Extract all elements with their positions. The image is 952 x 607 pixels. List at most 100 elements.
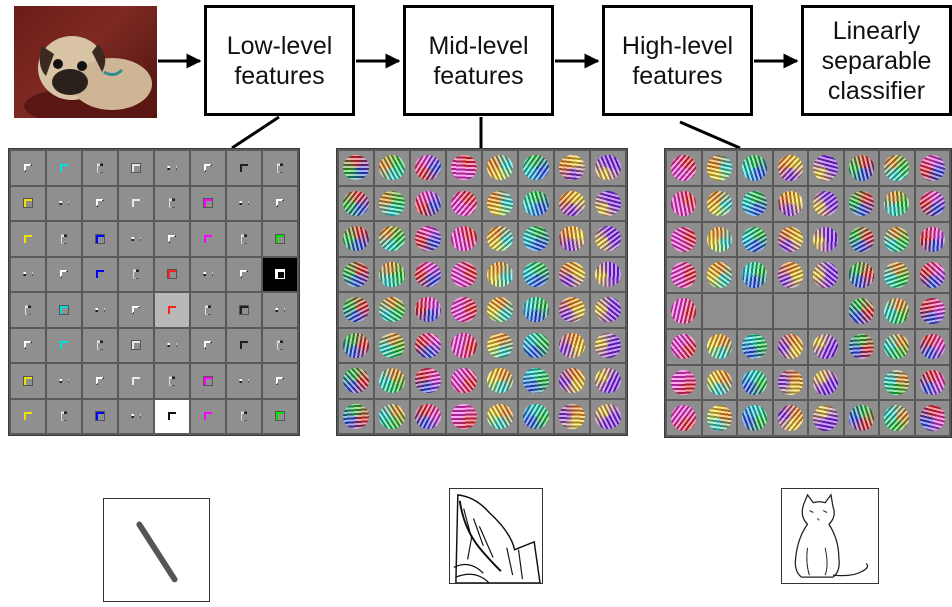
filter-mark (24, 234, 32, 243)
filter-blob (671, 155, 697, 181)
mid-level-filter (519, 328, 553, 362)
low-level-filter (227, 222, 261, 256)
filter-blob (884, 155, 910, 181)
high-level-filter (667, 258, 701, 292)
mid-level-filter (375, 186, 409, 220)
filter-stripes (343, 403, 369, 429)
filter-mark (60, 163, 68, 172)
high-level-filter (844, 294, 878, 328)
filter-blob (706, 190, 732, 217)
high-level-filter (773, 222, 807, 257)
low-level-filter (191, 328, 225, 362)
filter-blob (742, 333, 768, 360)
filter-stripes (706, 190, 732, 217)
low-level-filter (191, 186, 225, 220)
filter-blob (451, 190, 477, 216)
low-level-filter (83, 151, 117, 185)
filter-stripes (523, 403, 549, 429)
high-level-filter (809, 329, 843, 364)
high-level-filter (844, 329, 878, 364)
low-level-filter (155, 293, 189, 327)
high-level-filter (809, 222, 843, 257)
filter-stripes (559, 226, 585, 252)
low-level-filter (11, 151, 45, 185)
filter-stripes (559, 332, 585, 358)
filter-mark (167, 165, 177, 170)
filter-blob (813, 226, 839, 253)
filter-blob (671, 262, 697, 288)
filter-blob (415, 297, 441, 323)
high-level-filter (880, 401, 914, 435)
filter-blob (671, 298, 697, 324)
filter-stripes (379, 190, 405, 216)
high-level-filter (880, 151, 914, 185)
filter-blob (487, 332, 513, 358)
filter-stripes (559, 261, 585, 287)
high-level-filter (915, 294, 949, 328)
filter-stripes (451, 332, 477, 358)
high-level-filter (702, 186, 736, 221)
filter-blob (777, 226, 803, 253)
filter-stripes (451, 226, 477, 252)
filter-stripes (706, 405, 732, 431)
filter-stripes (884, 405, 910, 431)
filter-mark (97, 340, 103, 350)
low-level-filter (191, 257, 225, 291)
filter-blob (343, 403, 369, 429)
low-level-filter (47, 399, 81, 433)
low-level-filter (263, 399, 297, 433)
mid-level-filter (555, 186, 589, 220)
filter-stripes (487, 155, 513, 181)
low-level-filter (227, 151, 261, 185)
filter-stripes (415, 155, 441, 181)
mid-level-filter (447, 257, 481, 291)
stage-box-high-level: High-level features (602, 5, 753, 116)
filter-stripes (706, 262, 732, 288)
mid-level-filter (411, 151, 445, 185)
filter-stripes (523, 261, 549, 287)
low-level-filter (119, 293, 153, 327)
diagonal-line-sketch-icon (136, 521, 178, 583)
filter-blob (742, 405, 768, 431)
filter-mark (96, 234, 104, 243)
filter-stripes (742, 369, 768, 396)
filter-stripes (742, 226, 768, 253)
high-level-filter (667, 329, 701, 364)
filter-stripes (813, 369, 839, 396)
high-level-filter (738, 329, 772, 364)
filter-stripes (523, 155, 549, 181)
filter-mark (276, 199, 284, 208)
filter-mark (95, 307, 105, 312)
filter-mark (203, 272, 213, 277)
pug-photo-icon (24, 36, 157, 118)
filter-blob (523, 403, 549, 429)
low-level-filter (47, 293, 81, 327)
mid-level-filter (447, 399, 481, 433)
cat-ear-sketch-icon (453, 494, 541, 583)
filter-stripes (742, 262, 768, 288)
filter-stripes (451, 261, 477, 287)
filter-mark (168, 234, 176, 243)
low-level-filter (227, 293, 261, 327)
filter-mark (169, 198, 175, 208)
stage-box-mid-level: Mid-level features (403, 5, 554, 116)
filter-blob (884, 226, 910, 253)
filter-stripes (595, 261, 621, 287)
high-level-filter (738, 151, 772, 185)
mid-level-filter (483, 151, 517, 185)
mid-level-filter (375, 328, 409, 362)
filter-stripes (559, 368, 585, 394)
filter-blob (919, 190, 945, 217)
low-level-filter (47, 257, 81, 291)
high-level-filter (773, 258, 807, 292)
low-level-filter (227, 186, 261, 220)
filter-stripes (523, 368, 549, 394)
stage-label-classifier: Linearly separable classifier (821, 16, 932, 105)
mid-level-filter (447, 364, 481, 398)
low-level-filter (119, 222, 153, 256)
connector-high-to-grid (679, 120, 741, 150)
filter-blob (451, 403, 477, 429)
filter-blob (742, 369, 768, 396)
high-level-filter (915, 258, 949, 292)
filter-mark (24, 376, 32, 385)
